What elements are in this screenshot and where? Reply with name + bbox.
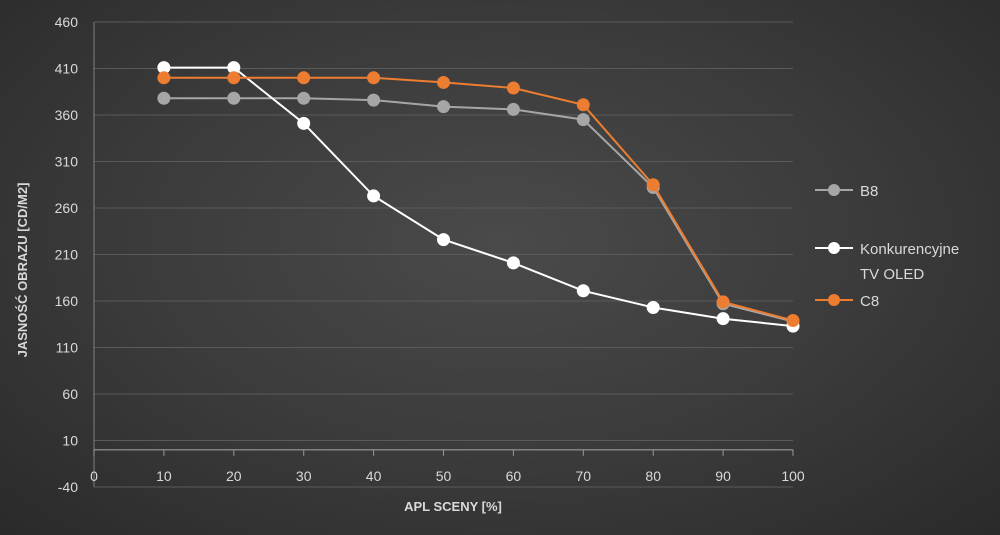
- y-tick-label: 460: [55, 14, 79, 30]
- x-tick-label: 90: [715, 468, 731, 484]
- data-point-c8: [716, 295, 730, 309]
- legend-swatch-marker: [828, 184, 840, 196]
- x-axis-title: APL SCENY [%]: [404, 499, 502, 514]
- data-point-b8: [297, 91, 311, 105]
- legend-item-c8: C8: [815, 293, 879, 310]
- data-point-b8: [227, 91, 241, 105]
- y-axis-title: JASNOŚĆ OBRAZU [CD/M2]: [15, 183, 30, 358]
- data-point-konkurencyjne-tv-oled: [576, 284, 590, 298]
- y-tick-label: 210: [55, 247, 79, 263]
- series-line-c8: [163, 76, 794, 322]
- legend-swatch-marker: [828, 242, 840, 254]
- axes: -40 10 60 110 160 210 260 310 360 410 460 0 10 20 30 40…: [55, 14, 805, 495]
- x-tick-label: 50: [436, 468, 452, 484]
- data-point-b8: [157, 91, 171, 105]
- y-tick-label: 110: [56, 340, 79, 356]
- data-point-c8: [227, 71, 241, 85]
- gridlines: [94, 21, 793, 488]
- x-tick-label: 30: [296, 468, 312, 484]
- x-tick-label: 70: [576, 468, 592, 484]
- data-point-c8: [367, 71, 381, 85]
- series-konkurencyjne-tv-oled: [157, 61, 800, 333]
- y-tick-label: 10: [62, 433, 78, 449]
- x-tick-label: 40: [366, 468, 382, 484]
- x-tick-label: 80: [645, 468, 661, 484]
- data-point-c8: [437, 75, 450, 89]
- x-tick-label: 60: [506, 468, 522, 484]
- series-line-b8: [163, 97, 794, 323]
- data-point-c8: [297, 71, 311, 85]
- data-point-konkurencyjne-tv-oled: [297, 116, 311, 130]
- legend-item-konkurencyjne-tv-oled: Konkurencyjne TV OLED: [815, 241, 959, 283]
- series: [157, 61, 800, 333]
- series-line-konkurencyjne-tv-oled: [163, 66, 794, 328]
- data-point-c8: [157, 71, 171, 85]
- x-tick-label: 0: [90, 468, 98, 484]
- legend-label: C8: [860, 293, 879, 310]
- data-point-c8: [786, 314, 800, 328]
- data-point-c8: [576, 98, 590, 112]
- data-point-konkurencyjne-tv-oled: [506, 256, 520, 270]
- y-tick-label: 310: [55, 154, 79, 170]
- data-point-b8: [506, 102, 520, 116]
- data-point-c8: [646, 178, 660, 192]
- y-tick-label: 360: [55, 107, 79, 123]
- x-tick-label: 100: [781, 468, 805, 484]
- data-point-c8: [506, 81, 520, 95]
- data-point-konkurencyjne-tv-oled: [367, 189, 381, 203]
- legend-label: B8: [860, 183, 878, 200]
- y-tick-label: 160: [55, 293, 79, 309]
- legend-label: Konkurencyjne: [860, 241, 959, 258]
- series-b8: [157, 91, 800, 328]
- legend-swatch-marker: [828, 294, 840, 306]
- data-point-konkurencyjne-tv-oled: [646, 301, 660, 315]
- legend-item-b8: B8: [815, 183, 878, 200]
- data-point-konkurencyjne-tv-oled: [716, 312, 730, 326]
- data-point-b8: [367, 93, 381, 107]
- y-tick-label: 260: [55, 200, 79, 216]
- data-point-b8: [576, 113, 590, 127]
- data-point-b8: [437, 100, 450, 114]
- x-tick-label: 10: [156, 468, 172, 484]
- legend-label: TV OLED: [860, 266, 924, 283]
- series-c8: [157, 71, 800, 328]
- x-tick-label: 20: [226, 468, 242, 484]
- data-point-konkurencyjne-tv-oled: [437, 233, 450, 247]
- y-tick-label: -40: [58, 479, 78, 495]
- legend: B8 Konkurencyjne TV OLED C8: [815, 183, 959, 310]
- y-tick-label: 60: [62, 386, 78, 402]
- y-tick-label: 410: [55, 61, 79, 77]
